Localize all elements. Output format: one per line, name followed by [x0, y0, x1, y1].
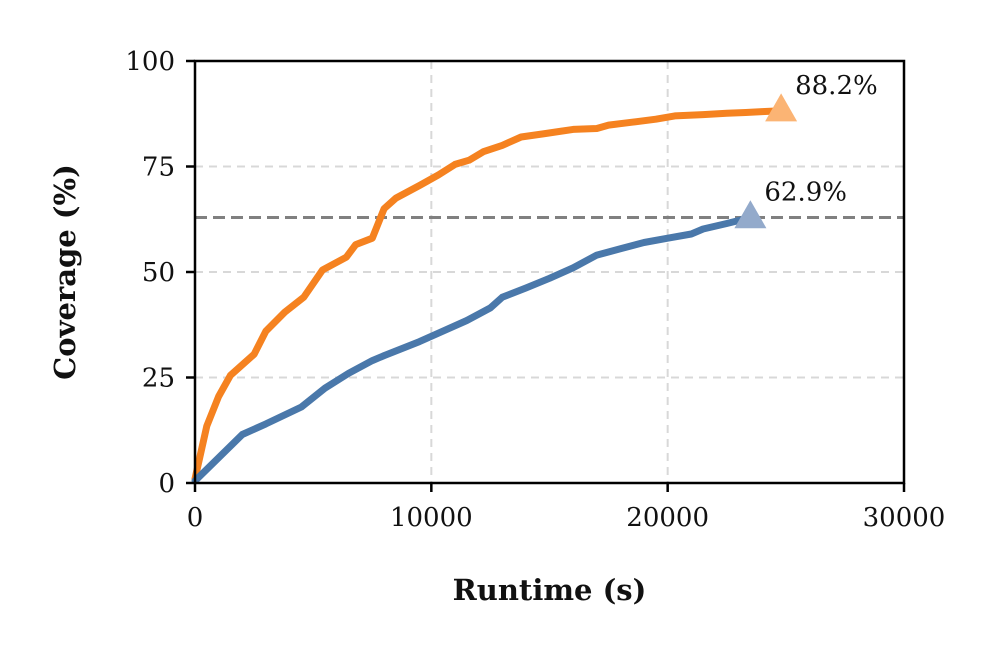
series-end-label-0: 88.2%: [795, 71, 878, 101]
series-end-marker-0: [765, 93, 798, 122]
x-tick-label-1: 10000: [390, 503, 473, 533]
y-tick-label-4: 100: [125, 47, 175, 77]
grid-lines: [195, 61, 904, 483]
x-tick-label-3: 30000: [863, 503, 946, 533]
y-tick-label-2: 50: [142, 258, 175, 288]
y-tick-label-1: 25: [142, 364, 175, 394]
series-line-0: [191, 107, 785, 483]
series-end-marker-1: [734, 200, 767, 229]
y-axis-title: Coverage (%): [48, 164, 82, 380]
series-line-1: [191, 214, 754, 485]
series-group: 88.2% 62.9%: [191, 71, 878, 485]
series-end-label-1: 62.9%: [764, 178, 847, 208]
y-tick-label-0: 0: [158, 469, 175, 499]
x-tick-label-2: 20000: [626, 503, 709, 533]
axis-ticks: 0 10000 20000 30000 0 25 50 75 100: [125, 47, 945, 533]
x-axis-title: Runtime (s): [453, 573, 647, 607]
x-tick-label-0: 0: [187, 503, 204, 533]
y-tick-label-3: 75: [142, 153, 175, 183]
